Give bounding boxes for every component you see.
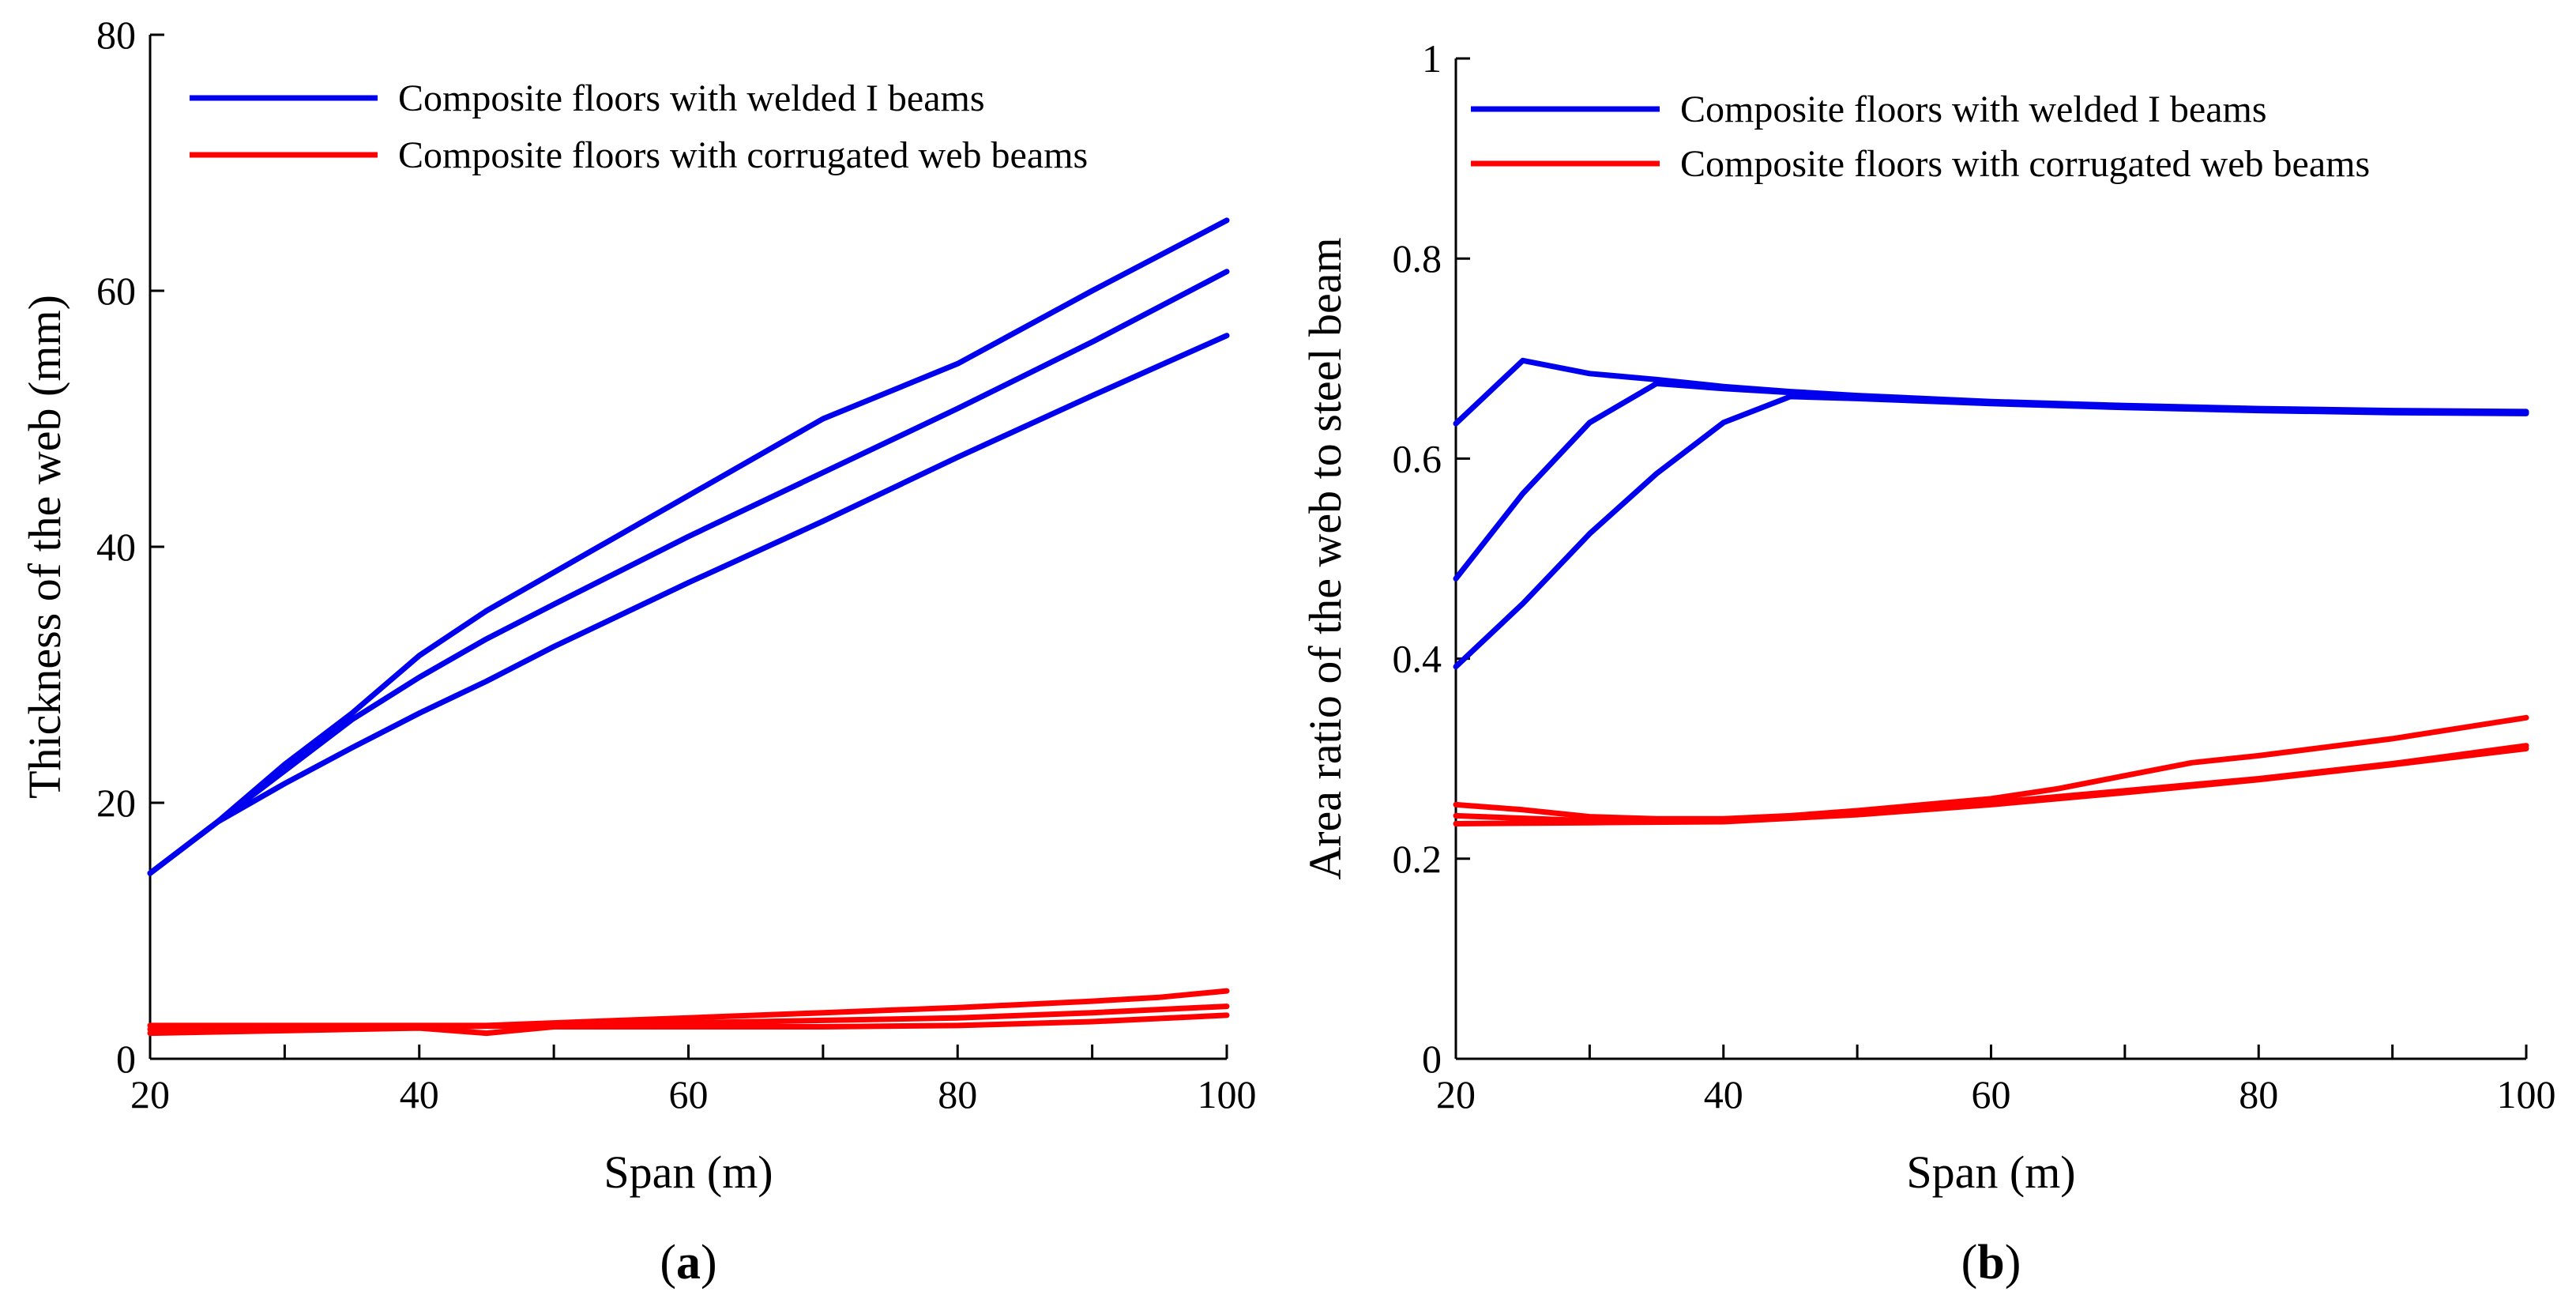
chart-panel-b: 20 40 60 80 100 0 0.2 0.4 0.6 0.8 1 Composite floor…: [1299, 36, 2556, 1290]
y-tick-label: 60: [96, 269, 136, 313]
panel-label: (b): [1961, 1236, 2021, 1290]
x-tick-label: 100: [1198, 1072, 1257, 1116]
y-tick-label: 1: [1422, 36, 1442, 81]
x-tick-label: 60: [669, 1072, 709, 1116]
x-tick-label: 100: [2497, 1072, 2556, 1116]
panel-label: (a): [660, 1236, 716, 1290]
panel-label-letter: b: [1977, 1236, 2004, 1290]
legend-label-2: Composite floors with corrugated web bea…: [398, 134, 1088, 176]
y-axis-label: Thickness of the web (mm): [19, 295, 70, 799]
x-tick-label: 60: [1972, 1072, 2011, 1116]
panel-label-open: (: [1961, 1236, 1978, 1290]
panel-label-close: ): [701, 1236, 717, 1290]
x-tick-label: 80: [938, 1072, 977, 1116]
panel-label-open: (: [660, 1236, 676, 1290]
series-line-2: [147, 269, 1230, 876]
y-tick-label: 40: [96, 525, 136, 569]
y-tick-label: 80: [96, 13, 136, 57]
series-line-6: [1453, 746, 2529, 826]
series-line-4: [1453, 714, 2529, 822]
x-tick-label: 80: [2239, 1072, 2278, 1116]
panel-label-letter: a: [676, 1236, 701, 1290]
series-line-5: [1453, 743, 2529, 824]
panel-label-close: ): [2005, 1236, 2021, 1290]
y-tick-label: 0.6: [1393, 436, 1442, 480]
series-line-3: [1453, 393, 2529, 670]
y-axis-label: Area ratio of the web to steel beam: [1299, 237, 1351, 879]
series-line-1: [147, 217, 1230, 876]
y-tick-label: 0.4: [1393, 637, 1442, 681]
legend-label-1: Composite floors with welded I beams: [1680, 88, 2267, 130]
legend-label-2: Composite floors with corrugated web bea…: [1680, 143, 2370, 185]
y-tick-label: 0.8: [1393, 236, 1442, 280]
y-tick-label: 0.2: [1393, 837, 1442, 881]
x-tick-label: 40: [400, 1072, 439, 1116]
x-axis-label: Span (m): [1906, 1146, 2075, 1198]
x-tick-label: 20: [1436, 1072, 1476, 1116]
y-tick-label: 20: [96, 781, 136, 825]
legend-label-1: Composite floors with welded I beams: [398, 77, 985, 119]
x-tick-label: 40: [1704, 1072, 1743, 1116]
series-line-3: [147, 333, 1230, 876]
series-line-6: [147, 1012, 1230, 1037]
y-tick-label: 0: [116, 1037, 136, 1081]
x-axis-label: Span (m): [604, 1146, 773, 1198]
y-tick-label: 0: [1422, 1037, 1442, 1081]
x-tick-label: 20: [130, 1072, 170, 1116]
